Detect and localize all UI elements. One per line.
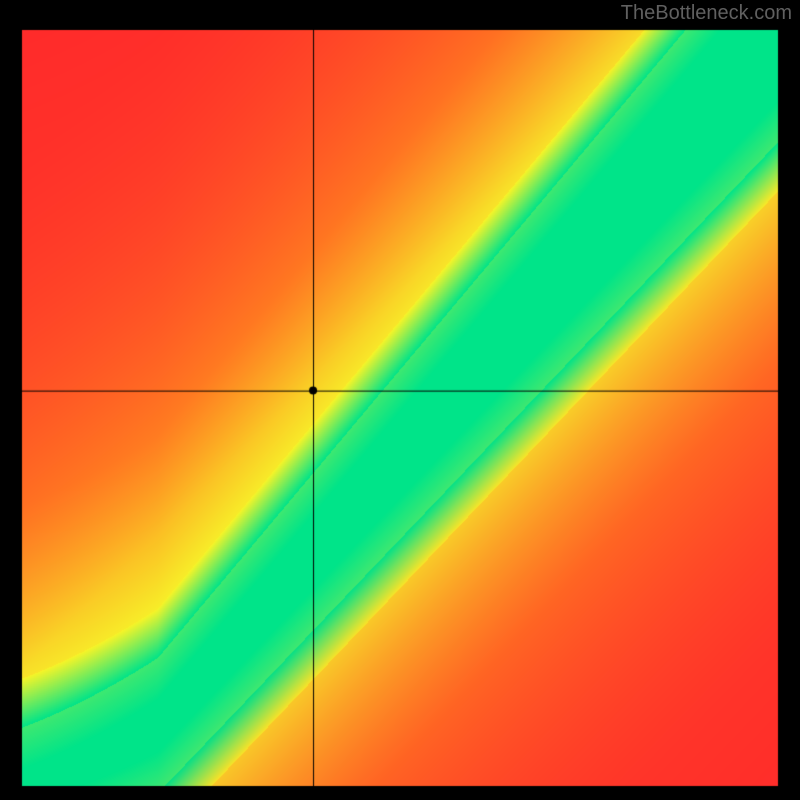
watermark-text: TheBottleneck.com bbox=[621, 2, 792, 25]
bottleneck-heatmap-canvas bbox=[0, 0, 800, 800]
chart-container: TheBottleneck.com bbox=[0, 0, 800, 800]
